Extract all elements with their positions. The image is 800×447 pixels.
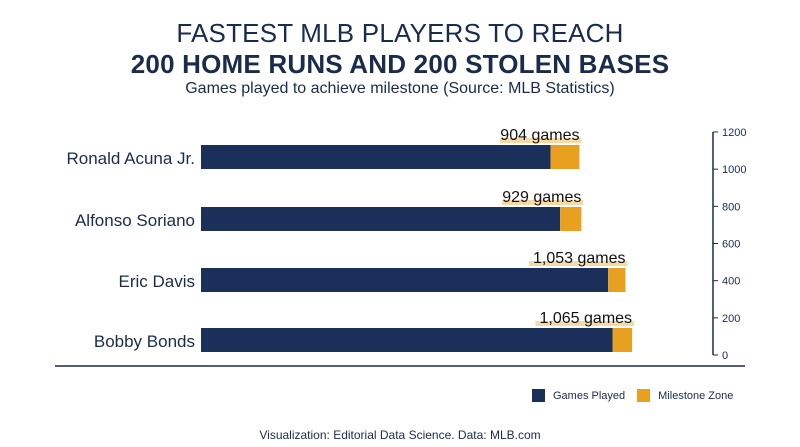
category-label: Bobby Bonds xyxy=(94,332,195,351)
data-label-highlight xyxy=(500,138,582,143)
value-axis-tick-label: 1000 xyxy=(722,164,746,176)
bar-games-played xyxy=(201,328,613,352)
value-axis-tick-label: 600 xyxy=(722,239,740,251)
data-label: 1,065 games xyxy=(540,310,633,327)
legend-label-milestone-zone: Milestone Zone xyxy=(658,389,734,402)
legend-swatch-milestone-zone xyxy=(637,389,651,402)
bar-milestone-zone xyxy=(612,328,633,352)
value-axis-tick-label: 200 xyxy=(722,313,740,325)
value-axis-tick-label: 0 xyxy=(722,350,728,362)
bar-milestone-zone xyxy=(550,145,580,169)
legend-item-milestone-zone: Milestone Zone xyxy=(637,389,733,402)
data-label: 929 games xyxy=(502,189,581,206)
footer-credit: Visualization: Editorial Data Science. D… xyxy=(259,428,541,442)
chart-title-line1: FASTEST MLB PLAYERS TO REACH xyxy=(176,18,624,48)
value-axis-tick-label: 800 xyxy=(722,201,740,213)
category-label: Ronald Acuna Jr. xyxy=(66,149,195,168)
chart-legend: Games Played Milestone Zone xyxy=(532,389,745,402)
category-label: Eric Davis xyxy=(118,272,195,291)
bar-milestone-zone xyxy=(560,207,582,231)
category-label: Alfonso Soriano xyxy=(75,211,195,230)
chart-title-line2: 200 HOME RUNS AND 200 STOLEN BASES xyxy=(130,49,670,79)
bar-games-played xyxy=(201,268,609,292)
legend-swatch-games-played xyxy=(532,389,545,402)
bar-milestone-zone xyxy=(608,268,626,292)
data-label-highlight xyxy=(535,321,635,326)
legend-item-games-played: Games Played xyxy=(532,389,625,402)
value-axis-tick-label: 1200 xyxy=(722,127,746,139)
chart-subtitle: Games played to achieve milestone (Sourc… xyxy=(185,80,615,97)
data-label-highlight xyxy=(502,200,584,205)
bar-games-played xyxy=(201,145,551,169)
data-label: 904 games xyxy=(500,127,579,144)
data-label: 1,053 games xyxy=(533,250,626,267)
legend-label-games-played: Games Played xyxy=(553,389,626,402)
data-label-highlight xyxy=(528,261,628,266)
bar-games-played xyxy=(201,207,561,231)
value-axis-tick-label: 400 xyxy=(722,276,740,288)
